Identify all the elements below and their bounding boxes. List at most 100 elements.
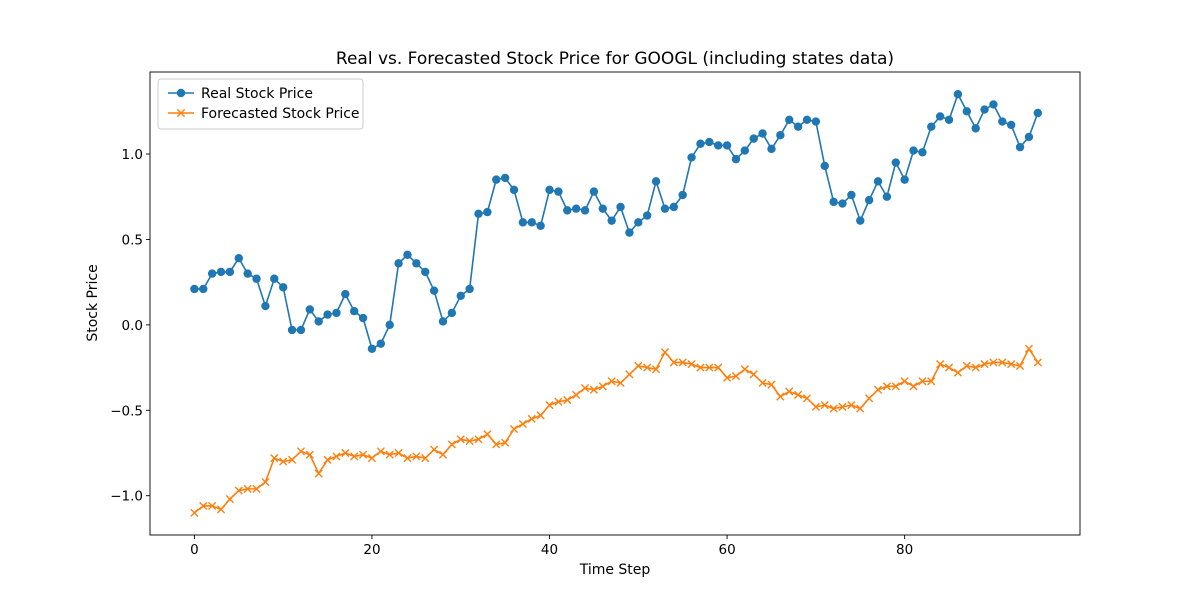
data-point xyxy=(287,455,297,464)
data-point xyxy=(927,122,936,131)
data-point xyxy=(998,358,1007,367)
x-tick-label: 80 xyxy=(896,542,913,558)
data-point xyxy=(465,436,474,446)
legend-label: Real Stock Price xyxy=(201,86,313,102)
data-point xyxy=(376,339,386,348)
data-point xyxy=(563,395,572,405)
data-point xyxy=(989,100,998,109)
data-point xyxy=(341,448,350,458)
data-point xyxy=(403,250,412,260)
data-point xyxy=(1006,120,1016,130)
data-point xyxy=(944,363,954,372)
legend-label: Forecasted Stock Price xyxy=(201,106,360,122)
data-point xyxy=(598,382,607,391)
data-point xyxy=(856,404,865,413)
data-point xyxy=(873,177,883,186)
data-point xyxy=(199,501,208,511)
data-point xyxy=(270,274,279,283)
data-point xyxy=(385,450,394,459)
data-point xyxy=(660,348,670,357)
data-point xyxy=(261,477,270,487)
data-point xyxy=(873,385,883,394)
data-point xyxy=(314,469,323,478)
data-point xyxy=(998,117,1007,126)
series-1 xyxy=(190,90,1043,353)
data-point xyxy=(722,141,732,150)
data-point xyxy=(243,269,252,278)
data-point xyxy=(962,107,972,116)
data-point xyxy=(749,134,758,143)
data-point xyxy=(785,387,794,396)
data-point xyxy=(962,361,971,370)
data-point xyxy=(589,385,599,394)
data-point xyxy=(980,105,989,114)
data-point xyxy=(634,218,643,227)
data-point xyxy=(447,308,457,318)
data-point xyxy=(811,402,820,411)
data-point xyxy=(909,146,918,155)
data-point xyxy=(509,185,519,195)
y-tick-label: 0.5 xyxy=(122,232,143,248)
data-point xyxy=(385,320,394,330)
x-tick-label: 20 xyxy=(363,542,380,558)
data-point xyxy=(527,414,536,423)
data-point xyxy=(944,115,954,125)
data-point xyxy=(651,365,661,374)
data-point xyxy=(856,216,865,225)
data-point xyxy=(501,438,510,447)
data-point xyxy=(518,218,528,227)
data-point xyxy=(323,310,332,319)
data-point xyxy=(350,452,359,461)
y-tick-label: −0.5 xyxy=(110,403,143,419)
data-point xyxy=(776,392,785,401)
data-point xyxy=(651,177,661,186)
data-point xyxy=(492,440,501,449)
data-point xyxy=(305,450,314,459)
data-point xyxy=(376,447,385,456)
data-point xyxy=(394,259,403,268)
data-point xyxy=(891,382,900,391)
data-point xyxy=(953,368,963,377)
data-point xyxy=(474,209,483,219)
data-point xyxy=(900,377,909,386)
data-point xyxy=(714,363,723,372)
data-point xyxy=(740,365,749,374)
data-point xyxy=(571,204,581,213)
x-axis-label: Time Step xyxy=(579,562,651,578)
data-point xyxy=(900,175,909,184)
data-point xyxy=(252,274,261,283)
y-axis-label: Stock Price xyxy=(85,264,101,341)
data-point xyxy=(598,204,607,213)
data-point xyxy=(918,148,927,157)
data-point xyxy=(616,202,625,212)
data-point xyxy=(367,454,377,463)
data-point xyxy=(687,360,696,369)
data-point xyxy=(447,440,456,449)
x-tick-label: 40 xyxy=(541,542,558,558)
chart-title: Real vs. Forecasted Stock Price for GOOG… xyxy=(336,49,894,69)
data-point xyxy=(207,269,217,278)
data-point xyxy=(278,283,288,292)
data-point xyxy=(882,382,891,391)
data-point xyxy=(483,430,492,439)
x-tick-label: 60 xyxy=(718,542,735,558)
data-point xyxy=(847,401,856,410)
data-point xyxy=(314,317,323,326)
data-point xyxy=(438,450,448,459)
data-point xyxy=(554,397,563,406)
data-point xyxy=(412,452,421,461)
data-point xyxy=(749,370,758,379)
data-point xyxy=(367,344,377,353)
series-2 xyxy=(190,344,1042,517)
y-tick-label: −1.0 xyxy=(110,489,143,505)
data-point xyxy=(838,199,847,208)
data-point xyxy=(190,284,199,294)
data-point xyxy=(731,154,741,164)
data-point xyxy=(358,450,368,459)
data-point xyxy=(1015,142,1025,152)
data-point xyxy=(802,394,812,403)
data-point xyxy=(705,137,714,147)
data-point xyxy=(500,173,510,183)
data-point xyxy=(580,206,590,215)
data-point xyxy=(918,377,927,386)
